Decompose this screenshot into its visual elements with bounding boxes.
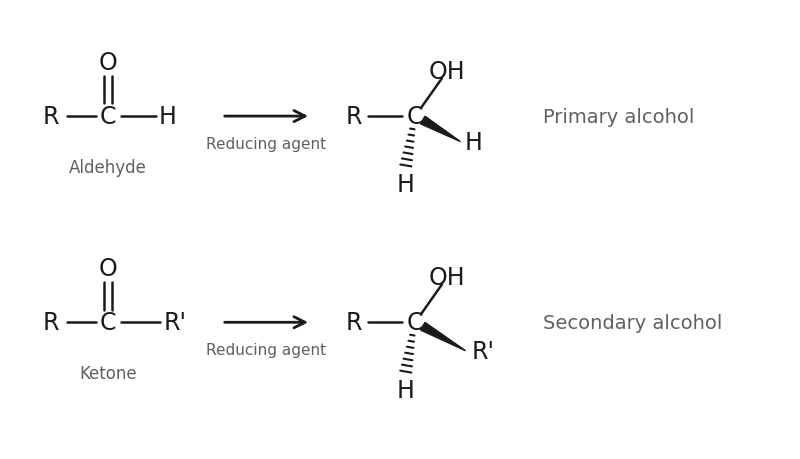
Text: OH: OH (429, 266, 466, 290)
Text: Primary alcohol: Primary alcohol (543, 107, 695, 126)
Text: C: C (100, 105, 116, 129)
Polygon shape (421, 117, 461, 142)
Text: H: H (158, 105, 176, 129)
Text: H: H (396, 173, 414, 197)
Text: C: C (406, 311, 423, 335)
Text: Ketone: Ketone (79, 364, 137, 382)
Text: R': R' (472, 339, 495, 363)
Text: O: O (98, 257, 118, 280)
Text: OH: OH (429, 60, 466, 84)
Text: C: C (100, 311, 116, 335)
Text: H: H (464, 130, 482, 154)
Text: Secondary alcohol: Secondary alcohol (543, 313, 723, 332)
Text: Aldehyde: Aldehyde (69, 159, 147, 177)
Text: C: C (406, 105, 423, 129)
Text: R: R (346, 105, 362, 129)
Text: R: R (42, 105, 59, 129)
Text: R': R' (164, 311, 187, 335)
Text: H: H (396, 379, 414, 403)
Text: R: R (346, 311, 362, 335)
Text: R: R (42, 311, 59, 335)
Polygon shape (421, 323, 466, 351)
Text: Reducing agent: Reducing agent (206, 136, 326, 151)
Text: Reducing agent: Reducing agent (206, 342, 326, 357)
Text: O: O (98, 51, 118, 75)
